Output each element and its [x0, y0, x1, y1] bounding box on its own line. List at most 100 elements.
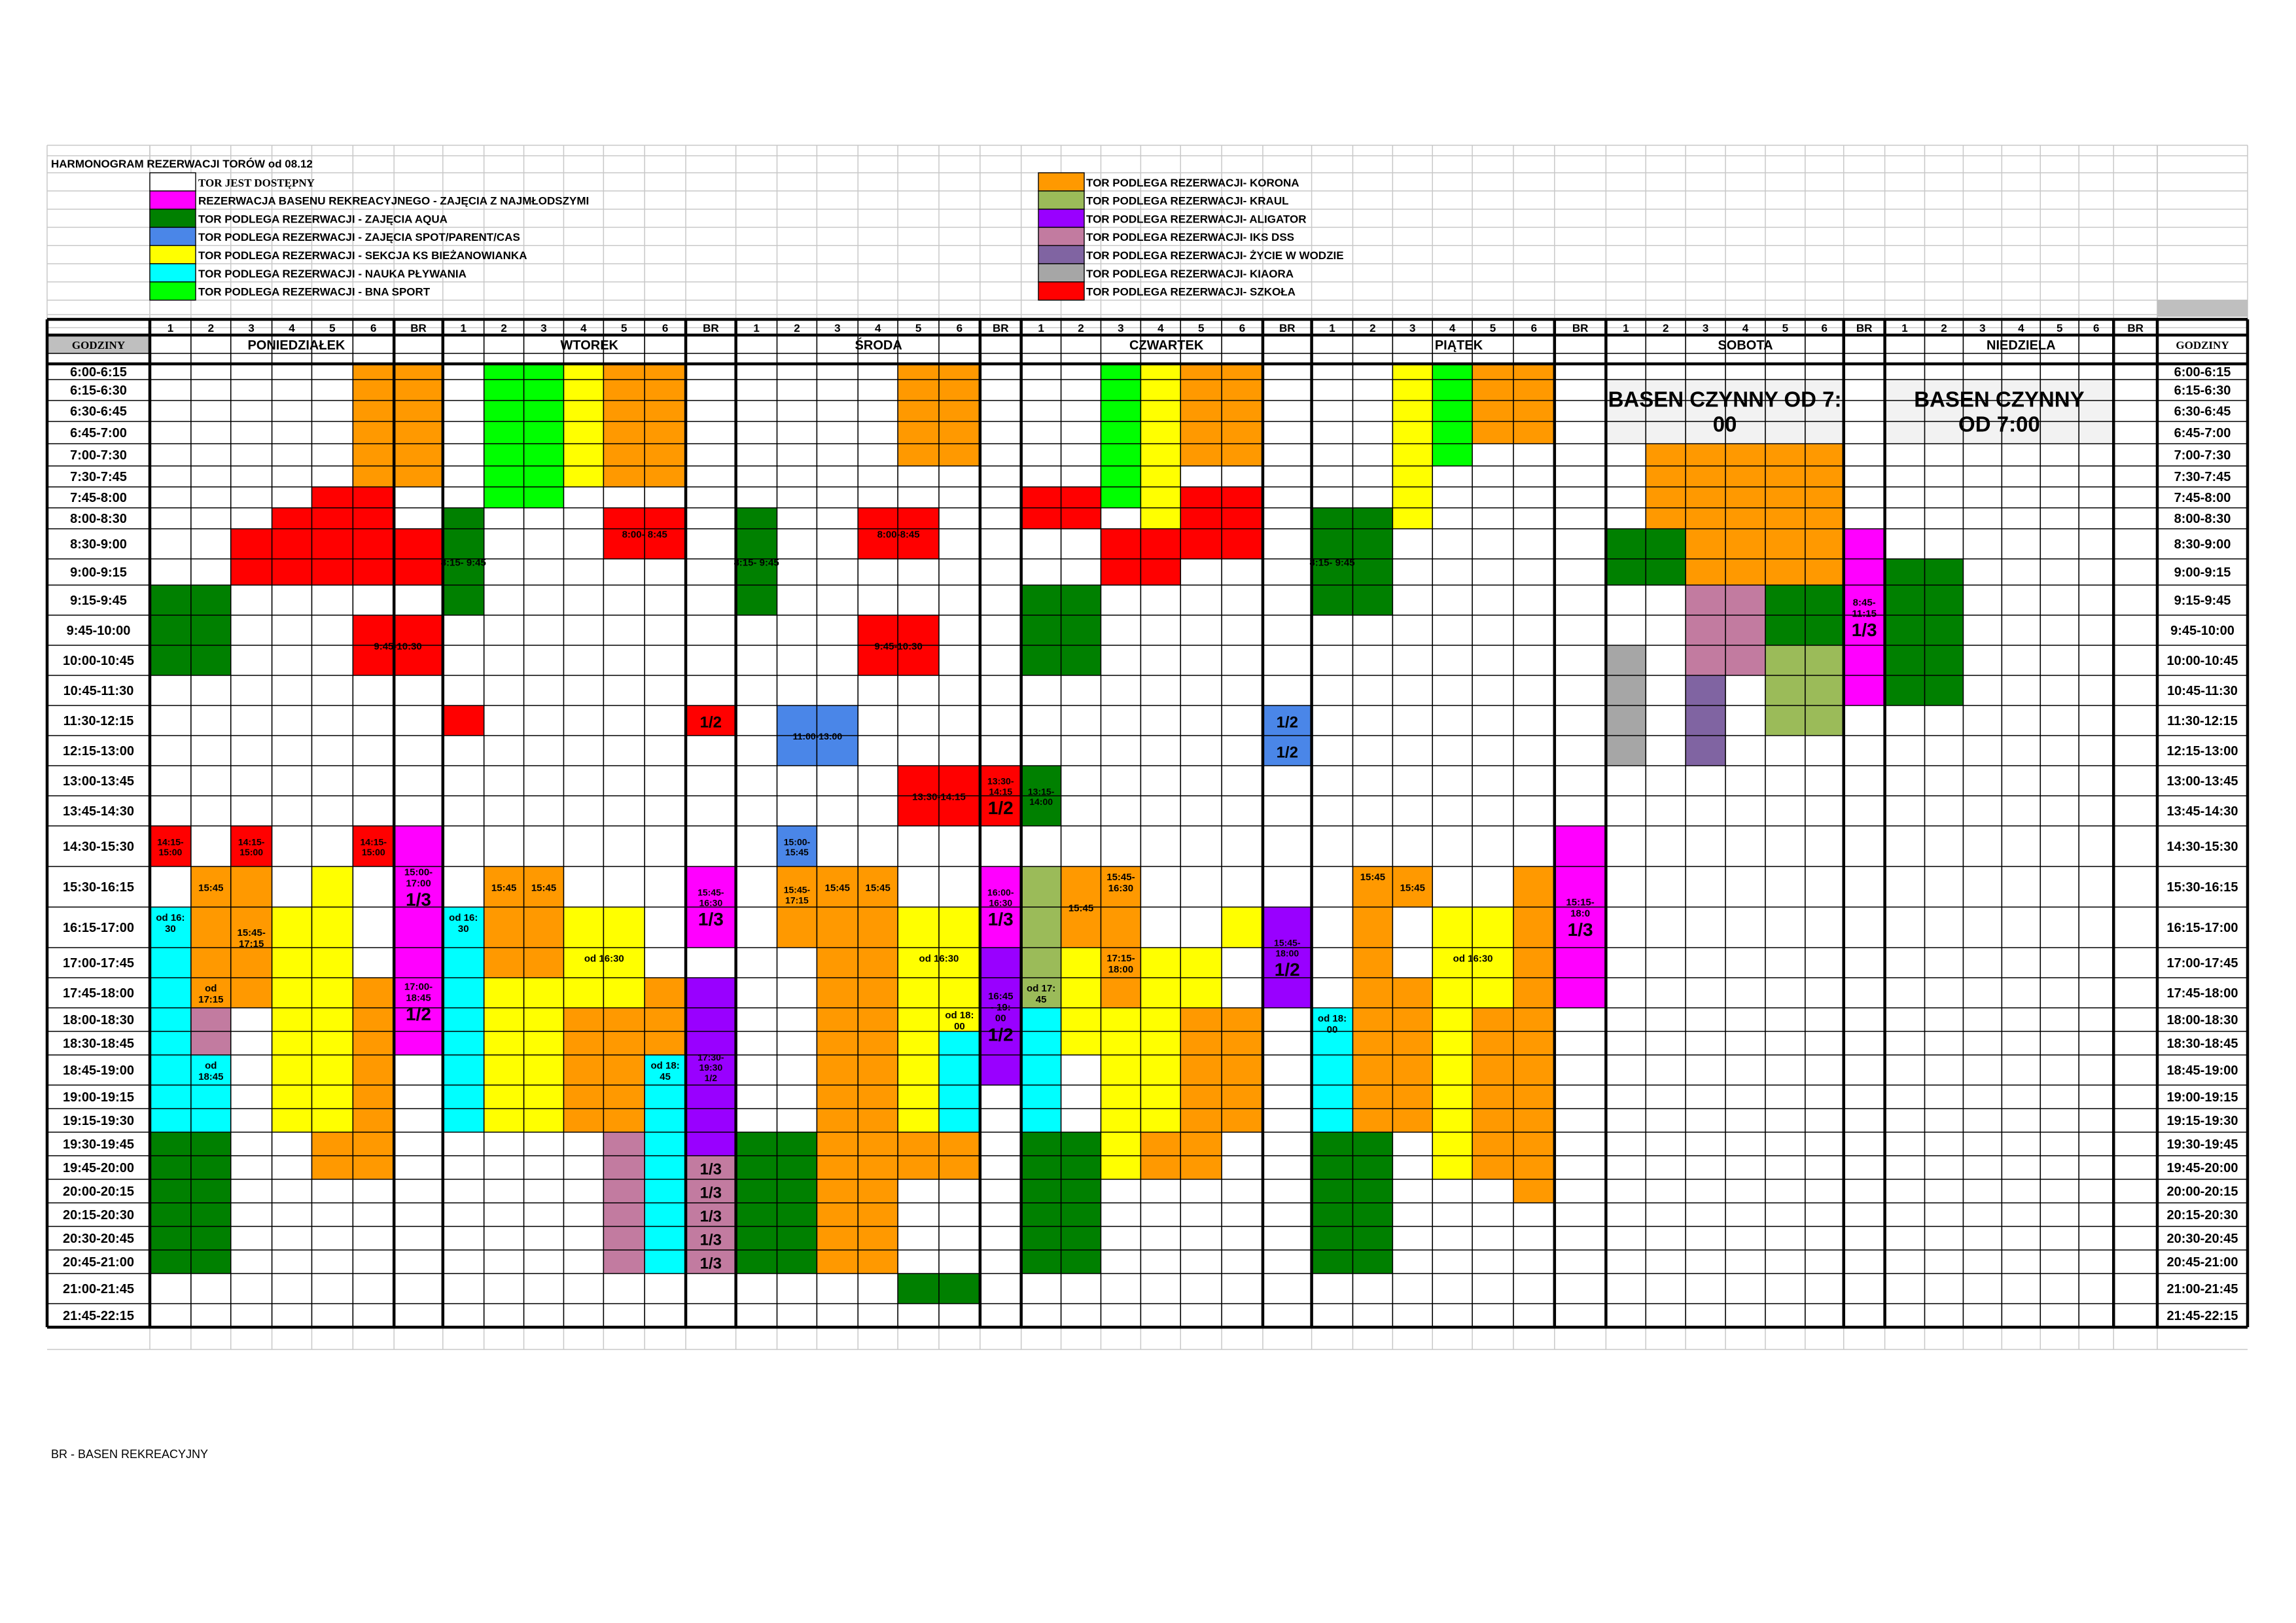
- time-label: 17:00-17:45: [63, 956, 134, 971]
- lane-label: 3: [248, 322, 254, 334]
- reservation-block: [1021, 978, 1061, 1008]
- time-label: 11:30-12:15: [63, 714, 134, 728]
- reservation-block: [1392, 364, 1433, 529]
- time-label: 20:45-21:00: [2167, 1255, 2238, 1270]
- block-label: 15:15-18:0 1/3: [1566, 897, 1594, 940]
- time-label: 12:15-13:00: [2167, 744, 2238, 758]
- reservation-block: [1140, 364, 1181, 529]
- reservation-block: [394, 529, 443, 585]
- time-label: 6:00-6:15: [70, 365, 127, 380]
- block-label: od 17:15: [198, 983, 223, 1005]
- table-lines: [45, 317, 2250, 1329]
- block-label: od 16:30: [156, 912, 185, 935]
- reservation-block: [353, 826, 395, 866]
- reservation-block: [1843, 529, 1885, 705]
- reservation-block: [230, 529, 272, 585]
- reservation-block: [686, 1226, 736, 1250]
- time-label: 18:00-18:30: [2167, 1013, 2238, 1027]
- time-label: 15:30-16:15: [2167, 880, 2238, 895]
- time-label: 19:45-20:00: [2167, 1161, 2238, 1175]
- legend-swatch: [1038, 226, 1085, 246]
- godziny-header: GODZINY: [2176, 339, 2229, 351]
- block-label: 1/3: [700, 1185, 722, 1202]
- legend-swatch: [1038, 172, 1085, 192]
- time-label: 16:15-17:00: [2167, 921, 2238, 935]
- block-label: 16:45- 19: 00 1/2: [988, 991, 1014, 1044]
- block-label: 13:15-14:00: [1028, 786, 1055, 807]
- reservation-block: [817, 866, 858, 907]
- time-label: 13:00-13:45: [2167, 774, 2238, 789]
- block-label: 14:15-15:00: [238, 836, 265, 857]
- background-gridlines: [46, 145, 2248, 1350]
- block-label: 1/3: [700, 1255, 722, 1273]
- time-label: 20:15-20:30: [2167, 1208, 2238, 1222]
- time-label: 20:15-20:30: [63, 1208, 134, 1222]
- block-label: 14:15-15:00: [157, 836, 184, 857]
- legend-label: TOR PODLEGA REZERWACJI - ZAJĘCIA AQUA: [198, 213, 448, 225]
- reservation-block: [442, 907, 484, 1132]
- block-label: 9:45-10:30: [374, 641, 421, 652]
- reservation-block: [858, 508, 939, 559]
- lane-label: 1: [461, 322, 467, 334]
- time-label: 7:45-8:00: [70, 491, 127, 505]
- godziny-header: GODZINY: [72, 339, 125, 351]
- lane-label: 2: [501, 322, 506, 334]
- time-label: 6:15-6:30: [2174, 383, 2231, 398]
- reservation-block: [817, 907, 898, 1274]
- lane-label: 4: [1449, 322, 1456, 334]
- time-label: 8:30-9:00: [70, 537, 127, 552]
- block-label: od 17: 45: [1027, 983, 1055, 1005]
- footer-note: BR - BASEN REKREACYJNY: [51, 1448, 208, 1461]
- legend-label: REZERWACJA BASENU REKREACYJNEGO - ZAJĘCI…: [198, 195, 589, 207]
- block-label: 17:00-18:45 1/2: [404, 982, 433, 1025]
- lane-label: 1: [168, 322, 173, 334]
- reservation-block: [150, 826, 191, 866]
- reservation-block: [1432, 1008, 1473, 1179]
- reservation-block: [190, 978, 231, 1008]
- reservation-block: [230, 866, 272, 1008]
- reservation-block: [442, 705, 484, 736]
- reservation-block: [1262, 907, 1312, 1008]
- lane-label: 6: [1239, 322, 1245, 334]
- lane-label: 6: [370, 322, 376, 334]
- legend-label: TOR PODLEGA REZERWACJI- KORONA: [1086, 177, 1299, 189]
- lane-label: 3: [540, 322, 546, 334]
- lane-label: 6: [1531, 322, 1537, 334]
- legend-label: TOR PODLEGA REZERWACJI- KIAORA: [1086, 268, 1294, 280]
- reservation-block: [777, 907, 817, 948]
- time-label: 8:30-9:00: [2174, 537, 2231, 552]
- lane-label: 4: [875, 322, 881, 334]
- lane-label: 4: [1742, 322, 1749, 334]
- legend-label: TOR PODLEGA REZERWACJI - ZAJĘCIA SPOT/PA…: [198, 231, 520, 243]
- lane-label: 1: [1038, 322, 1044, 334]
- legend-label: TOR PODLEGA REZERWACJI - NAUKA PŁYWANIA: [198, 268, 467, 280]
- block-label: od 18: 00: [945, 1010, 974, 1032]
- legend-swatch: [149, 208, 196, 228]
- reservation-blocks: [47, 335, 2114, 1304]
- reservation-block: [563, 1008, 645, 1132]
- block-label: 15:00-15:45: [784, 836, 811, 857]
- block-label: 8:15- 9:45: [1309, 558, 1354, 569]
- reservation-block: [1686, 444, 1844, 529]
- reservation-block: [686, 705, 736, 736]
- lane-label: 4: [1157, 322, 1164, 334]
- lane-label: 4: [2018, 322, 2024, 334]
- time-label: 20:30-20:45: [63, 1232, 134, 1246]
- time-label: 19:15-19:30: [2167, 1114, 2238, 1128]
- lane-label: BR: [1856, 322, 1873, 334]
- legend-label: TOR PODLEGA REZERWACJI- ALIGATOR: [1086, 213, 1307, 225]
- block-label: 15:45: [825, 883, 850, 894]
- lane-label: 5: [1490, 322, 1496, 334]
- time-label: 7:45-8:00: [2174, 491, 2231, 505]
- legend-label: TOR PODLEGA REZERWACJI - SEKCJA KS BIEŻA…: [198, 249, 527, 262]
- time-label: 9:00-9:15: [2174, 565, 2231, 580]
- time-label: 17:00-17:45: [2167, 956, 2238, 971]
- time-label: 19:00-19:15: [2167, 1090, 2238, 1105]
- legend-swatch: [149, 263, 196, 283]
- reservation-block: [645, 1055, 686, 1132]
- lane-label: BR: [1572, 322, 1589, 334]
- legend-swatch: [149, 281, 196, 301]
- time-label: 14:30-15:30: [63, 840, 134, 854]
- reservation-block: [311, 866, 353, 1132]
- reservation-block: [1513, 866, 1555, 1132]
